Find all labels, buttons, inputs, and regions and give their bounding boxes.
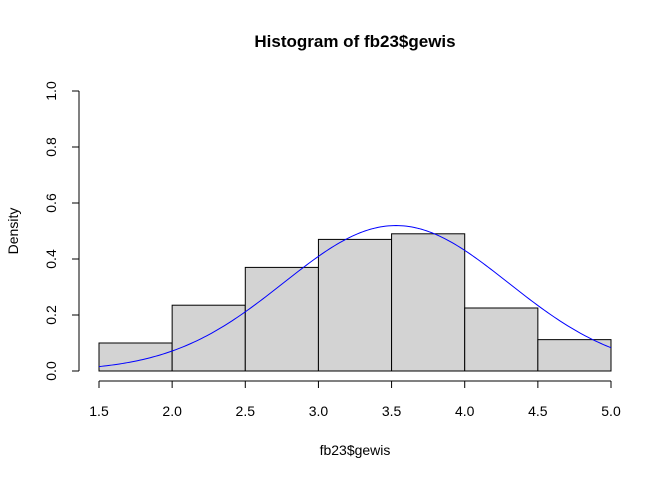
x-tick-label: 4.0 xyxy=(455,403,475,419)
histogram-bar-1 xyxy=(98,342,173,372)
x-axis: 1.5 2.0 2.5 3.0 3.5 4.0 4.5 5.0 xyxy=(89,380,621,419)
histogram-bar-6 xyxy=(464,307,539,372)
chart-title: Histogram of fb23$gewis xyxy=(254,32,455,51)
histogram-bar-2 xyxy=(171,304,246,372)
y-axis: 0.0 0.2 0.4 0.6 0.8 1.0 xyxy=(43,81,80,381)
histogram-bar-7 xyxy=(537,339,612,372)
x-tick-label: 4.5 xyxy=(528,403,548,419)
y-tick-label: 0.4 xyxy=(43,249,59,269)
x-tick-label: 2.0 xyxy=(162,403,182,419)
x-axis-label: fb23$gewis xyxy=(320,442,391,458)
x-tick-label: 3.0 xyxy=(309,403,329,419)
y-tick-label: 0.2 xyxy=(43,305,59,325)
histogram-bars xyxy=(98,233,612,372)
y-tick-label: 1.0 xyxy=(43,81,59,101)
y-tick-label: 0.8 xyxy=(43,137,59,157)
histogram-bar-5 xyxy=(391,233,466,372)
x-tick-label: 1.5 xyxy=(89,403,109,419)
histogram-bar-3 xyxy=(244,266,319,372)
density-curve xyxy=(98,225,612,368)
y-axis-label: Density xyxy=(5,208,21,255)
y-tick-label: 0.0 xyxy=(43,361,59,381)
x-tick-label: 2.5 xyxy=(236,403,256,419)
x-tick-label: 3.5 xyxy=(382,403,402,419)
x-tick-label: 5.0 xyxy=(601,403,621,419)
histogram-bar-4 xyxy=(317,238,393,372)
y-tick-label: 0.6 xyxy=(43,193,59,213)
